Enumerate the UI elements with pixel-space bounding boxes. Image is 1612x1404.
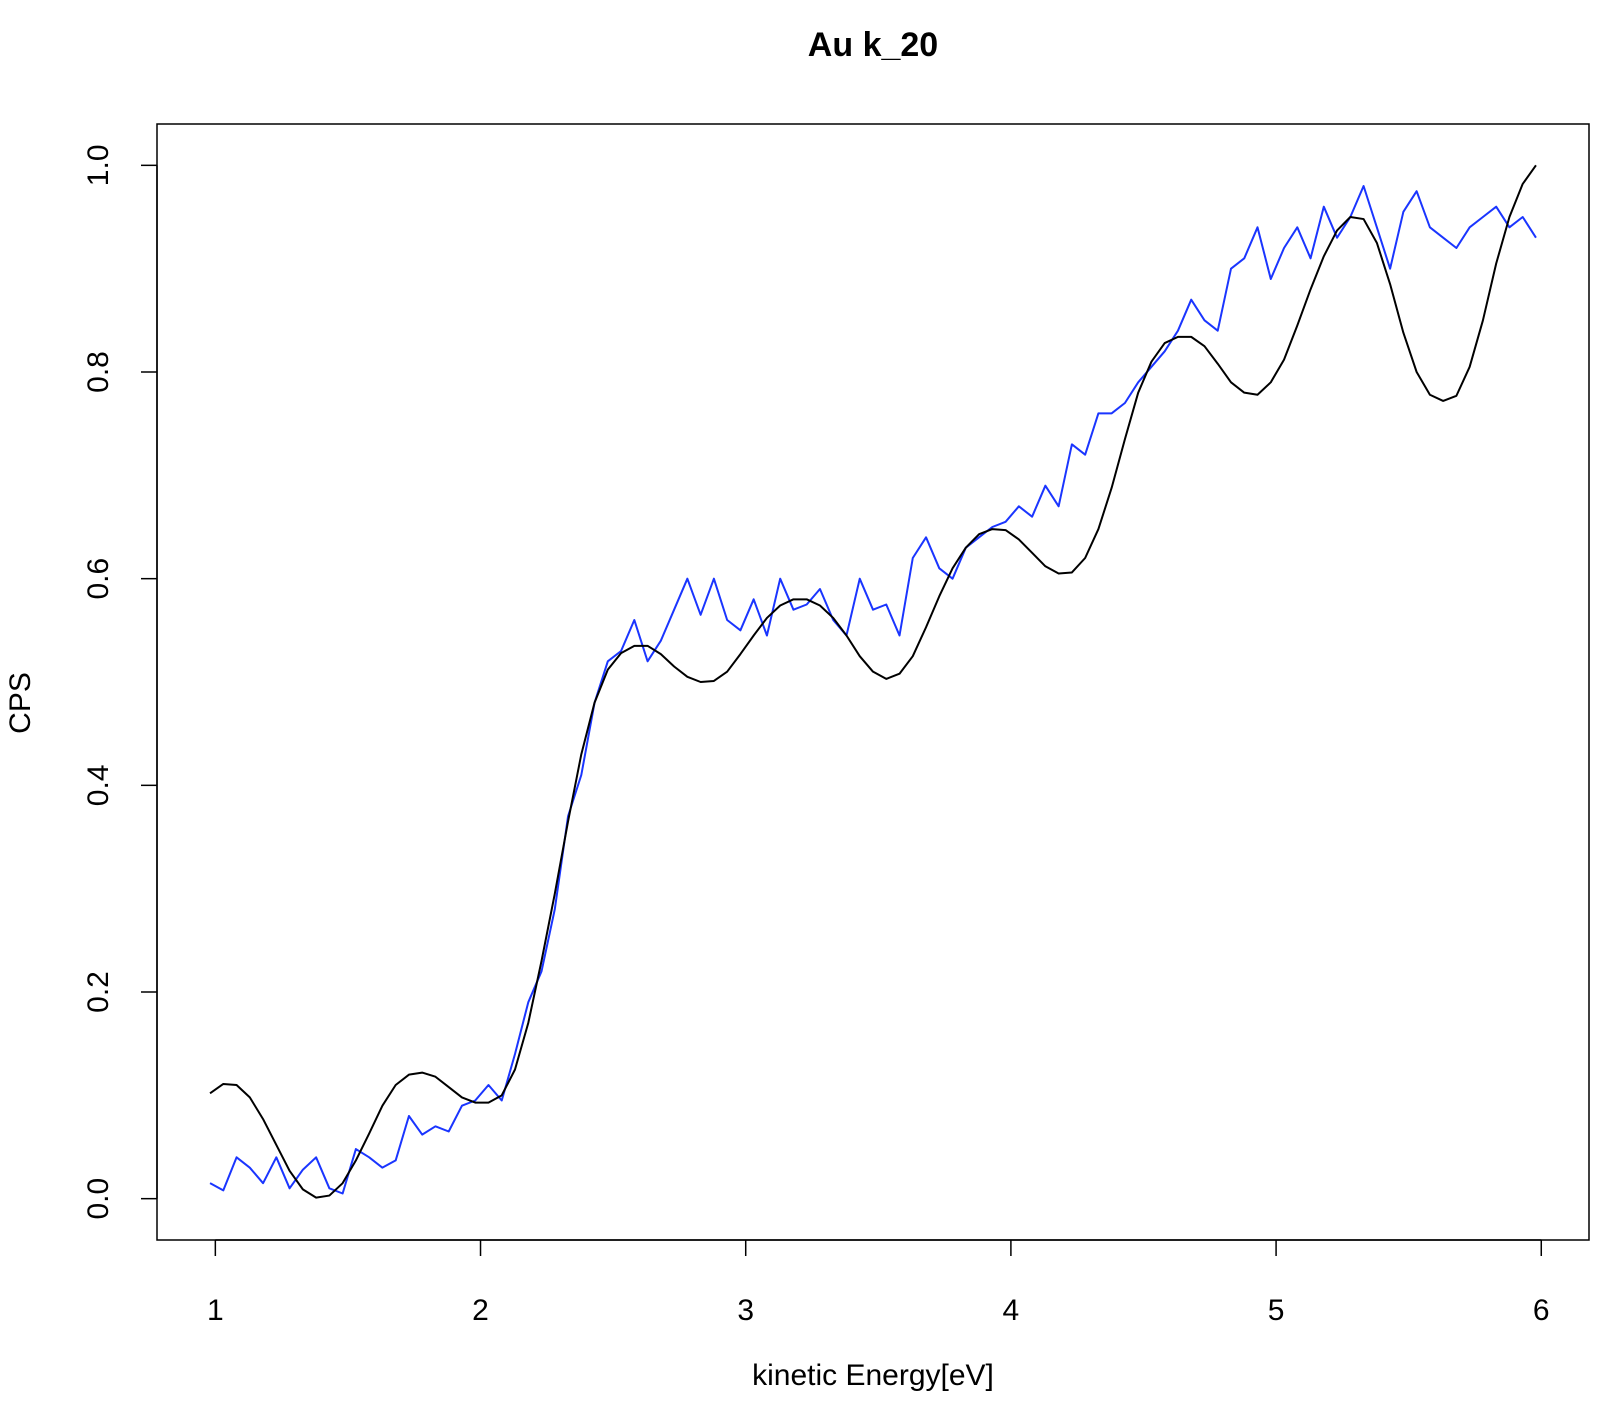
plot-box xyxy=(156,123,1590,1241)
y-tick-label: 0.8 xyxy=(82,351,115,393)
y-tick-label: 1.0 xyxy=(82,144,115,186)
x-tick-label: 2 xyxy=(472,1294,489,1327)
x-tick-label: 1 xyxy=(207,1294,224,1327)
data-line xyxy=(209,185,1537,1195)
x-axis-title: kinetic Energy[eV] xyxy=(752,1359,994,1392)
y-tick-label: 0.4 xyxy=(82,764,115,806)
y-tick-label: 0.0 xyxy=(82,1178,115,1220)
x-tick-label: 4 xyxy=(1003,1294,1020,1327)
x-tick-label: 5 xyxy=(1268,1294,1285,1327)
x-tick-label: 6 xyxy=(1533,1294,1550,1327)
chart-title: Au k_20 xyxy=(808,26,938,64)
y-axis-title: CPS xyxy=(4,672,37,734)
y-tick-label: 0.6 xyxy=(82,558,115,600)
y-tick-label: 0.2 xyxy=(82,971,115,1013)
data-line xyxy=(209,164,1537,1199)
x-tick-label: 3 xyxy=(737,1294,754,1327)
